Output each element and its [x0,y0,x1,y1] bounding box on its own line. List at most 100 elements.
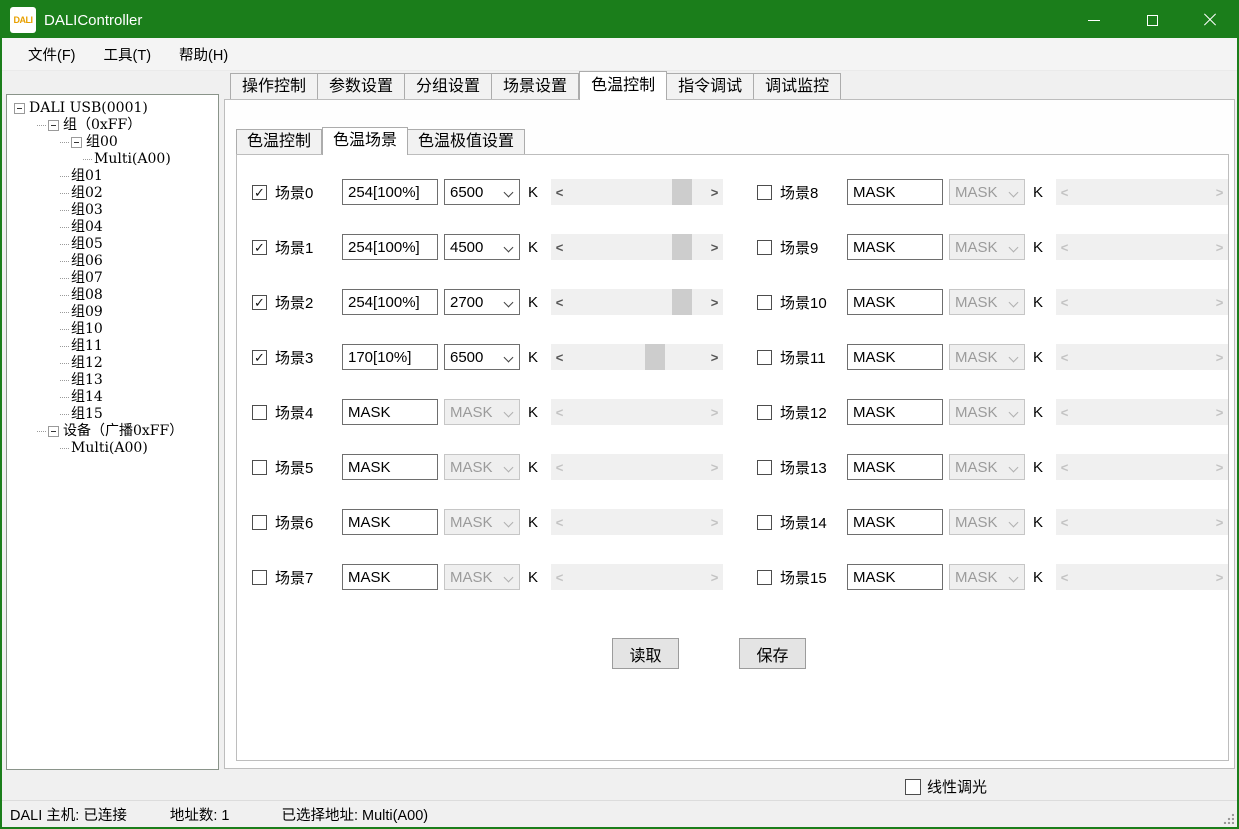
scrollbar-right-arrow-icon[interactable]: > [710,569,719,585]
scrollbar-right-arrow-icon[interactable]: > [710,459,719,475]
maximize-button[interactable] [1123,0,1181,40]
scene-checkbox[interactable] [252,569,267,585]
scene-level-input[interactable] [847,234,943,260]
scrollbar-left-arrow-icon[interactable]: < [555,459,564,475]
scrollbar-left-arrow-icon[interactable]: < [555,569,564,585]
scrollbar-left-arrow-icon[interactable]: < [555,239,564,255]
scene-temp-scrollbar[interactable]: < > [551,179,723,205]
scrollbar-left-arrow-icon[interactable]: < [1060,459,1069,475]
tree-item[interactable]: 组00 [7,134,218,151]
tree-item[interactable]: 组09 [7,304,218,321]
scene-checkbox[interactable] [757,239,772,255]
tree-collapse-icon[interactable] [48,120,59,131]
scrollbar-track[interactable] [1073,454,1211,480]
scrollbar-right-arrow-icon[interactable]: > [710,404,719,420]
tree-item[interactable]: 组14 [7,389,218,406]
scrollbar-track[interactable] [1073,399,1211,425]
scene-level-input[interactable] [847,289,943,315]
minimize-button[interactable] [1065,0,1123,40]
scene-checkbox[interactable]: ✓ [252,294,267,310]
scrollbar-right-arrow-icon[interactable]: > [710,294,719,310]
scrollbar-track[interactable] [1073,234,1211,260]
menu-item[interactable]: 工具(T) [103,47,152,64]
tree-item[interactable]: 设备（广播0xFF） [7,423,218,440]
resize-grip-icon[interactable] [1222,812,1234,824]
scene-temp-select[interactable]: 6500 [444,179,520,205]
scrollbar-thumb[interactable] [671,234,692,260]
scrollbar-right-arrow-icon[interactable]: > [1215,404,1224,420]
tab-0[interactable]: 操作控制 [230,73,319,100]
scrollbar-left-arrow-icon[interactable]: < [1060,514,1069,530]
tree-item[interactable]: 组04 [7,219,218,236]
tree-item[interactable]: 组（0xFF） [7,117,218,134]
scrollbar-left-arrow-icon[interactable]: < [555,294,564,310]
tab-2[interactable]: 分组设置 [405,73,493,100]
scene-checkbox[interactable] [757,459,772,475]
save-button[interactable]: 保存 [739,638,806,669]
scene-checkbox[interactable] [252,459,267,475]
scene-temp-scrollbar[interactable]: < > [551,289,723,315]
tree-item[interactable]: 组03 [7,202,218,219]
scene-level-input[interactable] [847,564,943,590]
scene-checkbox[interactable] [757,294,772,310]
scrollbar-right-arrow-icon[interactable]: > [710,239,719,255]
scrollbar-left-arrow-icon[interactable]: < [555,514,564,530]
scene-temp-select[interactable]: 6500 [444,344,520,370]
scrollbar-right-arrow-icon[interactable]: > [710,514,719,530]
tree-item[interactable]: 组08 [7,287,218,304]
tab-6[interactable]: 调试监控 [754,73,842,100]
scrollbar-thumb[interactable] [671,179,692,205]
tree-collapse-icon[interactable] [14,103,25,114]
scene-checkbox[interactable]: ✓ [252,184,267,200]
subtab-1[interactable]: 色温场景 [322,127,409,155]
scrollbar-right-arrow-icon[interactable]: > [1215,349,1224,365]
tree-item[interactable]: DALI USB(0001) [7,100,218,117]
scrollbar-thumb[interactable] [644,344,665,370]
scene-level-input[interactable] [342,399,438,425]
scrollbar-left-arrow-icon[interactable]: < [555,404,564,420]
scene-level-input[interactable] [342,179,438,205]
tree-collapse-icon[interactable] [48,426,59,437]
tree-item[interactable]: Multi(A00) [7,440,218,457]
scene-checkbox[interactable] [757,404,772,420]
scene-level-input[interactable] [342,344,438,370]
subtab-0[interactable]: 色温控制 [236,129,323,155]
scrollbar-right-arrow-icon[interactable]: > [1215,459,1224,475]
scene-level-input[interactable] [342,234,438,260]
scrollbar-left-arrow-icon[interactable]: < [1060,404,1069,420]
scrollbar-left-arrow-icon[interactable]: < [1060,294,1069,310]
scrollbar-thumb[interactable] [671,289,692,315]
tree-item[interactable]: 组07 [7,270,218,287]
close-button[interactable] [1181,0,1237,40]
tree-item[interactable]: 组06 [7,253,218,270]
scene-temp-select[interactable]: 2700 [444,289,520,315]
linear-dimming-checkbox[interactable] [905,778,921,795]
scrollbar-left-arrow-icon[interactable]: < [1060,569,1069,585]
scene-level-input[interactable] [342,454,438,480]
read-button[interactable]: 读取 [612,638,679,669]
scene-checkbox[interactable]: ✓ [252,239,267,255]
scrollbar-right-arrow-icon[interactable]: > [1215,184,1224,200]
scene-temp-scrollbar[interactable]: < > [551,344,723,370]
scrollbar-track[interactable] [1073,564,1211,590]
scrollbar-left-arrow-icon[interactable]: < [555,349,564,365]
scrollbar-track[interactable] [568,564,706,590]
scene-checkbox[interactable] [757,349,772,365]
scrollbar-track[interactable] [568,234,706,260]
tab-3[interactable]: 场景设置 [492,73,580,100]
scrollbar-track[interactable] [1073,344,1211,370]
scene-level-input[interactable] [847,454,943,480]
scrollbar-right-arrow-icon[interactable]: > [710,349,719,365]
scrollbar-track[interactable] [1073,289,1211,315]
tab-5[interactable]: 指令调试 [667,73,755,100]
scene-checkbox[interactable] [757,514,772,530]
scene-temp-select[interactable]: 4500 [444,234,520,260]
menu-item[interactable]: 帮助(H) [179,47,229,64]
scene-checkbox[interactable]: ✓ [252,349,267,365]
scene-level-input[interactable] [847,179,943,205]
scrollbar-right-arrow-icon[interactable]: > [1215,294,1224,310]
scene-temp-scrollbar[interactable]: < > [551,234,723,260]
tree-collapse-icon[interactable] [71,137,82,148]
tree-item[interactable]: 组02 [7,185,218,202]
tree-item[interactable]: 组05 [7,236,218,253]
